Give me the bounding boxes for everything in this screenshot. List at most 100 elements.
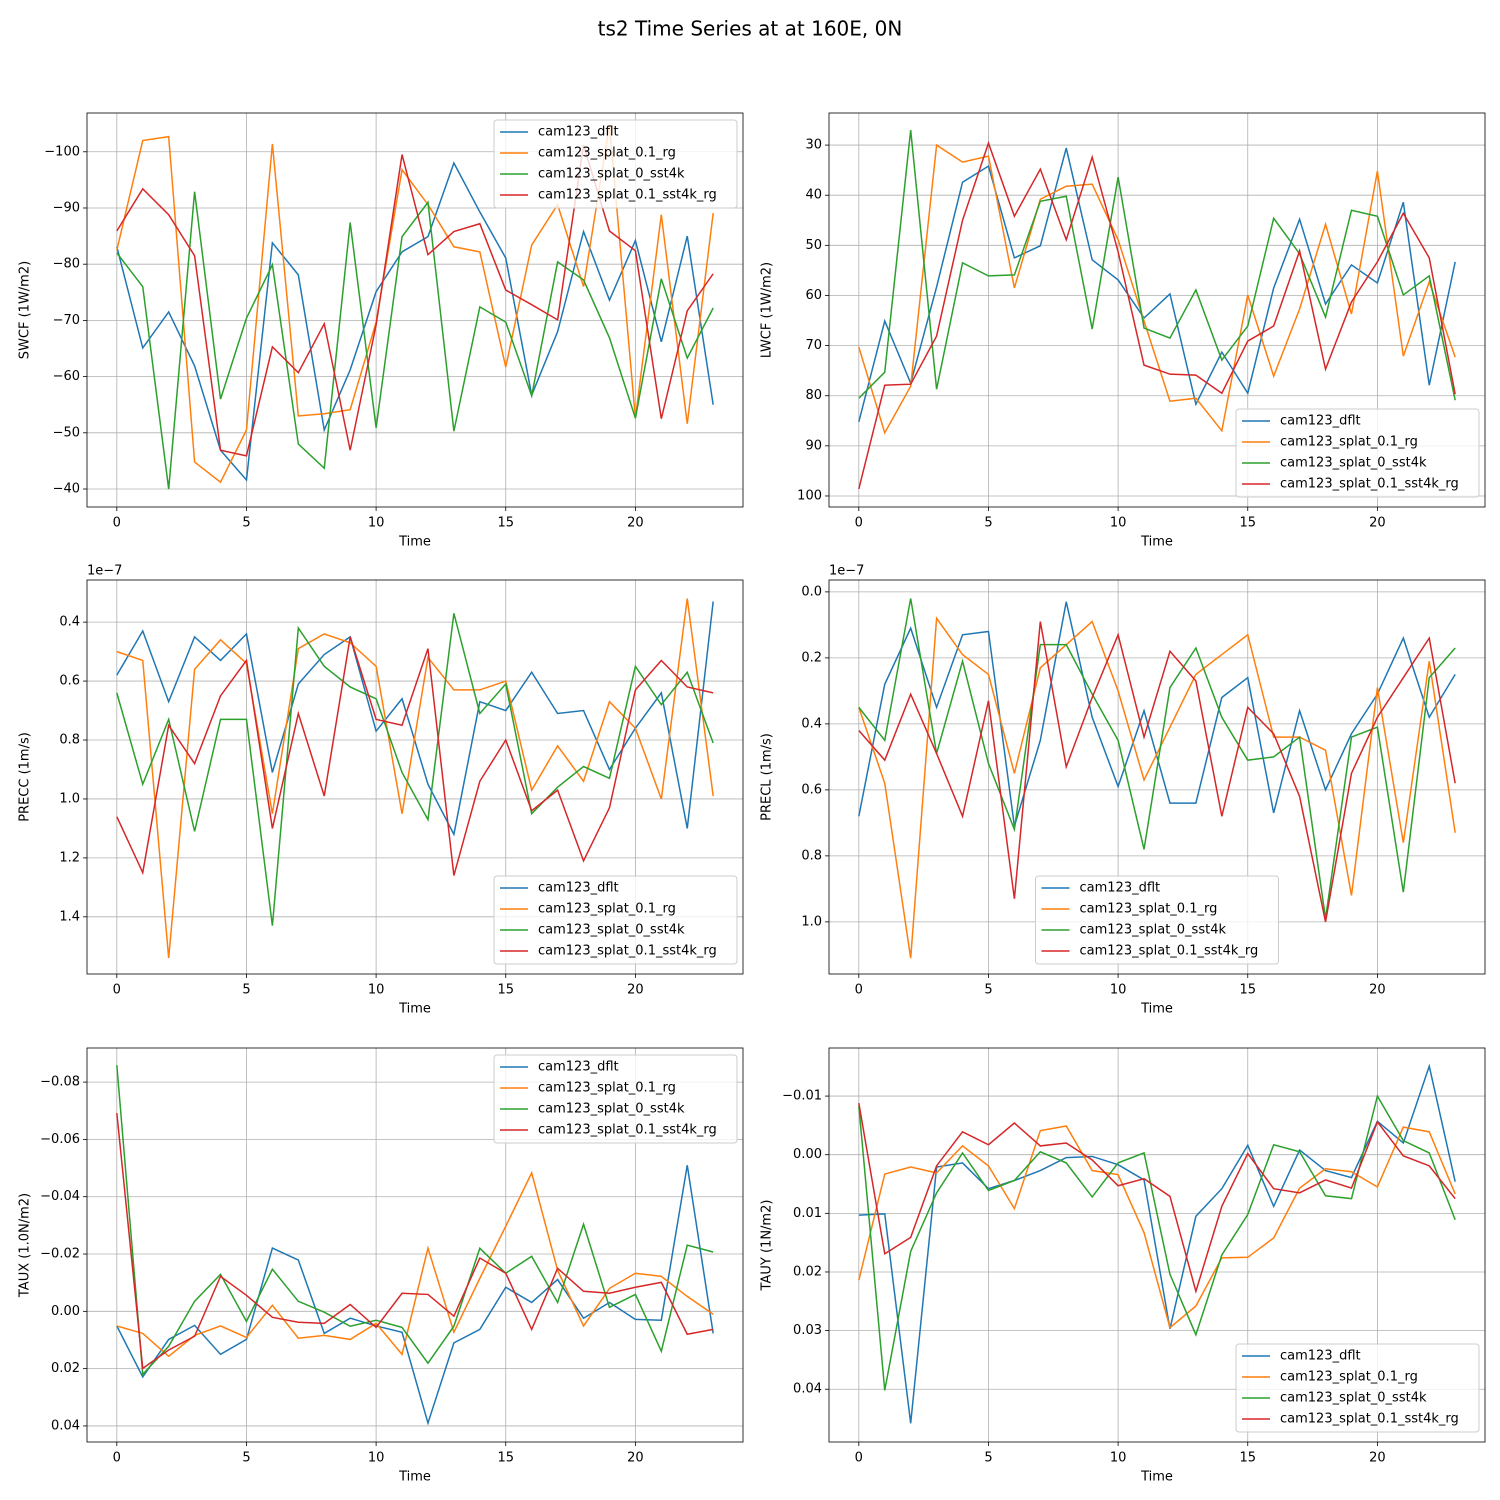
legend-label: cam123_splat_0.1_sst4k_rg (538, 188, 717, 203)
x-tick-label: 0 (855, 983, 863, 998)
x-tick-label: 10 (368, 983, 385, 998)
y-tick-label: 0.8 (59, 733, 80, 748)
y-tick-label: −0.02 (40, 1247, 80, 1262)
y-axis-label: TAUY (1N/m2) (760, 1200, 775, 1292)
y-axis-label: TAUX (1.0N/m2) (18, 1193, 33, 1298)
x-tick-label: 10 (1110, 1451, 1127, 1466)
y-axis-label: SWCF (1W/m2) (18, 261, 33, 359)
y-axis-label: LWCF (1W/m2) (760, 262, 775, 358)
y-tick-label: 0.6 (59, 674, 80, 689)
subplot: 0 5 10 15 20 −100 −90 −80 −70 −60 −50 −40 Time SWCF (… (18, 112, 744, 550)
y-tick-label: 30 (805, 138, 822, 153)
y-tick-label: 70 (805, 338, 822, 353)
x-tick-label: 0 (855, 516, 863, 531)
axes-frame (828, 1047, 1486, 1443)
y-tick-label: 90 (805, 438, 822, 453)
y-tick-label: 0.2 (801, 650, 822, 665)
x-tick-label: 20 (1369, 516, 1386, 531)
legend-label: cam123_splat_0.1_rg (1280, 435, 1418, 450)
y-tick-label: −100 (44, 144, 80, 159)
y-tick-label: −70 (53, 313, 80, 328)
y-tick-label: 1.0 (801, 914, 822, 929)
series-line (858, 147, 1456, 422)
series-line (858, 621, 1456, 923)
y-tick-label: −0.06 (40, 1132, 80, 1147)
legend-label: cam123_splat_0_sst4k (538, 923, 685, 938)
x-tick-label: 0 (855, 1451, 863, 1466)
x-tick-label: 10 (368, 1451, 385, 1466)
series-line (116, 1065, 714, 1377)
x-tick-label: 15 (497, 983, 514, 998)
figure-title: ts2 Time Series at at 160E, 0N (598, 17, 903, 41)
x-tick-label: 0 (113, 983, 121, 998)
x-axis-label: Time (1140, 1470, 1173, 1485)
series-line (116, 598, 714, 959)
series-line (116, 636, 714, 876)
y-tick-label: 0.02 (51, 1361, 80, 1376)
x-tick-label: 10 (368, 516, 385, 531)
series-line (858, 1102, 1456, 1295)
legend-label: cam123_splat_0.1_sst4k_rg (1280, 1412, 1459, 1427)
legend-label: cam123_splat_0.1_rg (1280, 1370, 1418, 1385)
series-line (116, 1170, 714, 1358)
series-line (116, 191, 714, 490)
y-tick-label: 60 (805, 288, 822, 303)
x-tick-label: 15 (1239, 1451, 1256, 1466)
x-tick-label: 15 (497, 1451, 514, 1466)
legend-label: cam123_dflt (1280, 414, 1361, 429)
y-tick-label: −0.04 (40, 1189, 80, 1204)
legend-label: cam123_splat_0.1_sst4k_rg (1280, 477, 1459, 492)
subplot: 0 5 10 15 20 30 40 50 60 70 80 90 100 Time LWCF (1W/m2… (760, 112, 1486, 550)
y-tick-label: 0.00 (793, 1147, 822, 1162)
series-line (858, 616, 1456, 959)
y-tick-label: 0.02 (793, 1264, 822, 1279)
axes-frame (86, 112, 744, 508)
axes-frame (828, 579, 1486, 975)
series-line (116, 1112, 714, 1370)
y-tick-label: −80 (53, 257, 80, 272)
x-tick-label: 5 (242, 983, 250, 998)
y-tick-label: −90 (53, 200, 80, 215)
x-tick-label: 20 (1369, 1451, 1386, 1466)
series-line (858, 1094, 1456, 1391)
series-line (858, 1063, 1456, 1424)
x-tick-label: 10 (1110, 516, 1127, 531)
legend-label: cam123_splat_0_sst4k (538, 1102, 685, 1117)
legend-label: cam123_splat_0_sst4k (1280, 1391, 1427, 1406)
y-tick-label: 0.4 (59, 615, 80, 630)
axes-frame (86, 1047, 744, 1443)
series-line (858, 143, 1456, 435)
y-tick-label: 0.04 (51, 1418, 80, 1433)
x-tick-label: 5 (984, 983, 992, 998)
legend-label: cam123_splat_0.1_rg (538, 902, 676, 917)
x-tick-label: 20 (627, 516, 644, 531)
axes-frame (86, 579, 744, 975)
series-line (116, 144, 714, 457)
x-tick-label: 0 (113, 1451, 121, 1466)
legend-label: cam123_splat_0.1_sst4k_rg (538, 1123, 717, 1138)
y-tick-label: 50 (805, 238, 822, 253)
y-tick-label: −60 (53, 369, 80, 384)
x-axis-label: Time (398, 1002, 431, 1017)
series-line (116, 161, 714, 482)
y-tick-label: −50 (53, 425, 80, 440)
y-tick-label: −40 (53, 482, 80, 497)
y-tick-label: 0.8 (801, 848, 822, 863)
legend-label: cam123_splat_0.1_rg (538, 1081, 676, 1096)
legend-label: cam123_dflt (1080, 881, 1161, 896)
legend-label: cam123_dflt (538, 881, 619, 896)
y-tick-label: 0.0 (801, 584, 822, 599)
x-axis-label: Time (398, 1470, 431, 1485)
legend-box (493, 1054, 738, 1144)
x-tick-label: 20 (627, 1451, 644, 1466)
x-tick-label: 15 (1239, 516, 1256, 531)
y-tick-label: 0.01 (793, 1206, 822, 1221)
series-line (116, 613, 714, 926)
y-tick-label: −0.08 (40, 1075, 80, 1090)
y-tick-label: 1.2 (59, 850, 80, 865)
legend-box (1235, 408, 1480, 498)
y-tick-label: 0.6 (801, 782, 822, 797)
offset-text: 1e−7 (829, 564, 864, 579)
y-tick-label: 40 (805, 188, 822, 203)
